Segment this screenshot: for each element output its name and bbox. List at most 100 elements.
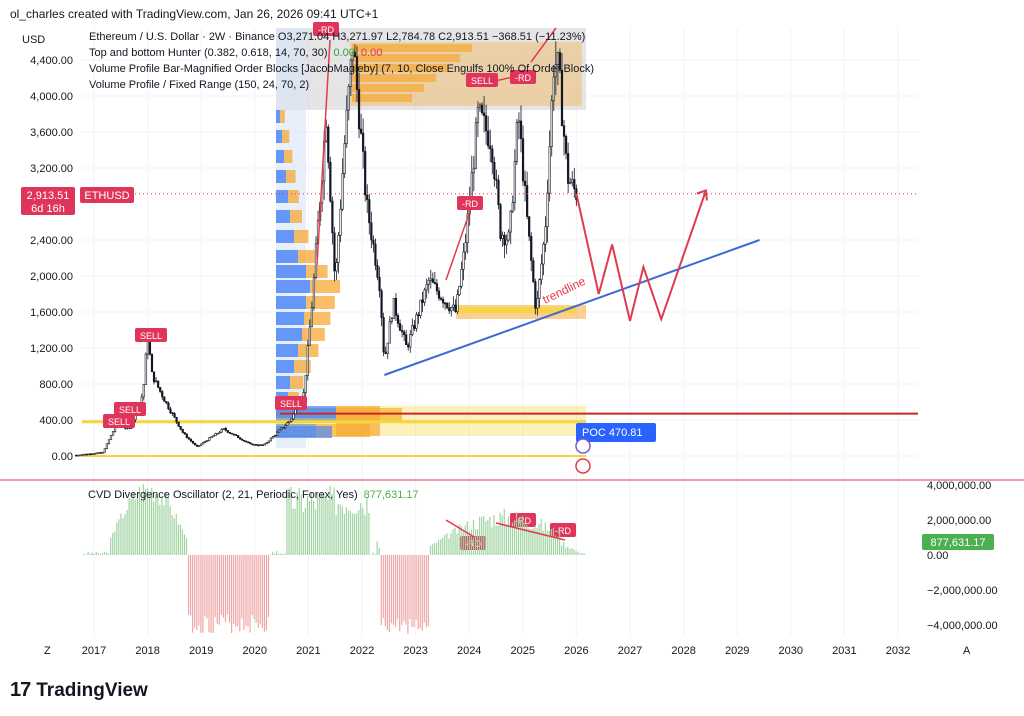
candle-body[interactable] bbox=[185, 433, 188, 438]
candle-body[interactable] bbox=[400, 330, 404, 333]
candle-body[interactable] bbox=[446, 302, 449, 309]
candle-body[interactable] bbox=[452, 304, 455, 308]
candle-body[interactable] bbox=[99, 452, 102, 454]
candle-body[interactable] bbox=[349, 59, 352, 87]
candle-body[interactable] bbox=[253, 444, 256, 446]
candle-body[interactable] bbox=[450, 307, 453, 312]
candle-body[interactable] bbox=[343, 143, 346, 174]
candle-body[interactable] bbox=[499, 204, 502, 239]
candle-body[interactable] bbox=[212, 435, 215, 438]
candle-body[interactable] bbox=[472, 167, 475, 174]
candle-body[interactable] bbox=[245, 440, 248, 443]
candle-body[interactable] bbox=[243, 440, 246, 442]
candle-body[interactable] bbox=[439, 297, 443, 300]
candle-body[interactable] bbox=[263, 443, 266, 446]
candle-body[interactable] bbox=[218, 431, 221, 434]
candle-body[interactable] bbox=[195, 444, 199, 447]
time-axis-right-button[interactable]: A bbox=[963, 645, 971, 657]
candle-body[interactable] bbox=[261, 444, 264, 447]
candle-body[interactable] bbox=[392, 297, 395, 319]
candle-body[interactable] bbox=[355, 56, 359, 90]
candle-body[interactable] bbox=[431, 278, 434, 283]
candle-body[interactable] bbox=[269, 437, 272, 442]
legend-order-blocks[interactable]: Volume Profile Bar-Magnified Order Block… bbox=[89, 63, 594, 75]
candle-body[interactable] bbox=[485, 115, 488, 132]
candle-body[interactable] bbox=[241, 438, 244, 441]
cvd-oscillator[interactable]: 4,000,000.00 2,000,000.00 0.00 −2,000,000.0… bbox=[83, 480, 998, 634]
candle-body[interactable] bbox=[569, 182, 572, 184]
candle-body[interactable] bbox=[93, 453, 96, 455]
candle-body[interactable] bbox=[169, 408, 172, 414]
candle-body[interactable] bbox=[144, 353, 147, 385]
candle-body[interactable] bbox=[521, 138, 525, 182]
candle-body[interactable] bbox=[267, 440, 270, 443]
candle-body[interactable] bbox=[382, 317, 385, 353]
candle-body[interactable] bbox=[507, 231, 510, 241]
candle-body[interactable] bbox=[331, 200, 334, 234]
candle-body[interactable] bbox=[140, 396, 143, 403]
candle-body[interactable] bbox=[567, 153, 570, 184]
candle-body[interactable] bbox=[415, 314, 418, 329]
candle-body[interactable] bbox=[154, 380, 158, 383]
candle-body[interactable] bbox=[411, 325, 414, 335]
candle-body[interactable] bbox=[308, 326, 311, 346]
candle-body[interactable] bbox=[495, 178, 498, 181]
candle-body[interactable] bbox=[91, 453, 94, 456]
candle-body[interactable] bbox=[372, 239, 375, 245]
candle-body[interactable] bbox=[448, 307, 451, 312]
candle-body[interactable] bbox=[284, 425, 287, 428]
candle-body[interactable] bbox=[466, 213, 469, 244]
candle-body[interactable] bbox=[487, 130, 490, 147]
candle-body[interactable] bbox=[175, 416, 178, 423]
candle-body[interactable] bbox=[519, 120, 523, 139]
candle-body[interactable] bbox=[95, 452, 98, 455]
candle-body[interactable] bbox=[220, 428, 223, 433]
candle-body[interactable] bbox=[312, 277, 316, 308]
candle-body[interactable] bbox=[517, 120, 521, 123]
candle-body[interactable] bbox=[362, 132, 365, 152]
candle-body[interactable] bbox=[200, 443, 203, 446]
candle-body[interactable] bbox=[552, 76, 555, 102]
candle-body[interactable] bbox=[474, 122, 477, 169]
candle-body[interactable] bbox=[210, 436, 213, 439]
candle-body[interactable] bbox=[503, 234, 506, 246]
candle-body[interactable] bbox=[228, 432, 231, 434]
candle-body[interactable] bbox=[288, 420, 291, 424]
candle-body[interactable] bbox=[444, 302, 447, 305]
candle-body[interactable] bbox=[357, 89, 361, 130]
candle-body[interactable] bbox=[423, 289, 426, 303]
candle-body[interactable] bbox=[173, 413, 176, 418]
candle-body[interactable] bbox=[558, 52, 562, 71]
candle-body[interactable] bbox=[234, 434, 238, 436]
candle-body[interactable] bbox=[204, 441, 207, 443]
candle-body[interactable] bbox=[161, 391, 164, 398]
candle-body[interactable] bbox=[259, 444, 262, 447]
candle-body[interactable] bbox=[366, 194, 369, 200]
candle-body[interactable] bbox=[515, 121, 518, 162]
candle-body[interactable] bbox=[198, 445, 201, 447]
candle-body[interactable] bbox=[337, 235, 340, 263]
candle-body[interactable] bbox=[89, 453, 92, 456]
candle-body[interactable] bbox=[103, 448, 106, 453]
candle-body[interactable] bbox=[386, 342, 389, 354]
legend-symbol-line[interactable]: Ethereum / U.S. Dollar · 2W · Binance O3… bbox=[89, 31, 585, 43]
candle-body[interactable] bbox=[280, 427, 283, 431]
candle-body[interactable] bbox=[435, 283, 439, 292]
candle-body[interactable] bbox=[526, 185, 529, 217]
candle-body[interactable] bbox=[327, 126, 330, 163]
candle-body[interactable] bbox=[208, 437, 211, 441]
candle-body[interactable] bbox=[202, 442, 205, 445]
candle-body[interactable] bbox=[548, 146, 551, 194]
candle-body[interactable] bbox=[77, 454, 80, 457]
candle-body[interactable] bbox=[376, 265, 379, 278]
candle-body[interactable] bbox=[560, 69, 564, 127]
candle-body[interactable] bbox=[247, 441, 250, 444]
candle-body[interactable] bbox=[152, 371, 156, 383]
candle-body[interactable] bbox=[364, 151, 367, 196]
candle-body[interactable] bbox=[107, 439, 111, 445]
candle-body[interactable] bbox=[462, 251, 465, 270]
candle-body[interactable] bbox=[542, 243, 545, 265]
candle-body[interactable] bbox=[226, 430, 229, 433]
candle-body[interactable] bbox=[417, 314, 420, 317]
candle-body[interactable] bbox=[181, 429, 184, 433]
